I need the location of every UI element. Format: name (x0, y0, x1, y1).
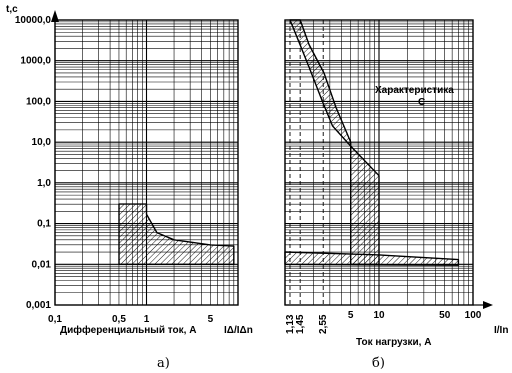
panel-b-label: б) (372, 356, 385, 371)
panel-a-axis-symbol: IΔ/IΔn (224, 325, 253, 336)
y-tick-label: 1,0 (37, 178, 51, 189)
panel-b-axis-symbol: I/In (494, 325, 508, 336)
panel-a-label: а) (157, 356, 170, 371)
x-tick-label: 5 (208, 314, 214, 325)
x-tick-label: 1,13 (285, 314, 296, 334)
panel-b-xlabel: Ток нагрузки, А (356, 337, 431, 348)
x-tick-label: 5 (348, 310, 354, 321)
x-tick-label: 1 (144, 314, 150, 325)
plot-frame (54, 19, 239, 306)
y-tick-label: 1000,0 (20, 56, 51, 67)
characteristic-area (284, 251, 460, 266)
plot-frame (284, 19, 474, 306)
x-tick-label: 50 (439, 310, 451, 321)
y-tick-label: 0,01 (32, 259, 52, 270)
y-axis-arrow (51, 10, 59, 22)
panel-a-xlabel: Дифференциальный ток, А (60, 324, 196, 336)
y-tick-label: 10000,0 (15, 15, 52, 26)
y-tick-label: 100,0 (26, 96, 51, 107)
x-tick-label: 0,1 (48, 314, 62, 325)
y-axis-label: t,c (6, 4, 18, 15)
x-axis-arrow (483, 301, 493, 309)
y-tick-label: 0,1 (37, 219, 51, 230)
x-tick-label: 1,45 (295, 314, 306, 334)
chart-panel-a: 10000,0 1000,0 100,0 10,0 1,0 0,1 0,01 0,001 0,1… (15, 10, 239, 325)
x-tick-label: 2,55 (318, 314, 329, 334)
annotation-line-2: С (418, 97, 425, 108)
x-tick-label: 0,5 (112, 314, 126, 325)
y-tick-label: 0,001 (26, 300, 51, 311)
x-tick-label: 100 (465, 310, 482, 321)
chart-panel-b: 1,13 1,45 2,55 5 10 50 100 (284, 19, 493, 334)
y-tick-label: 10,0 (32, 137, 52, 148)
x-tick-label: 10 (373, 310, 385, 321)
characteristic-area (118, 203, 235, 265)
annotation-line-1: Характеристика (375, 85, 454, 96)
